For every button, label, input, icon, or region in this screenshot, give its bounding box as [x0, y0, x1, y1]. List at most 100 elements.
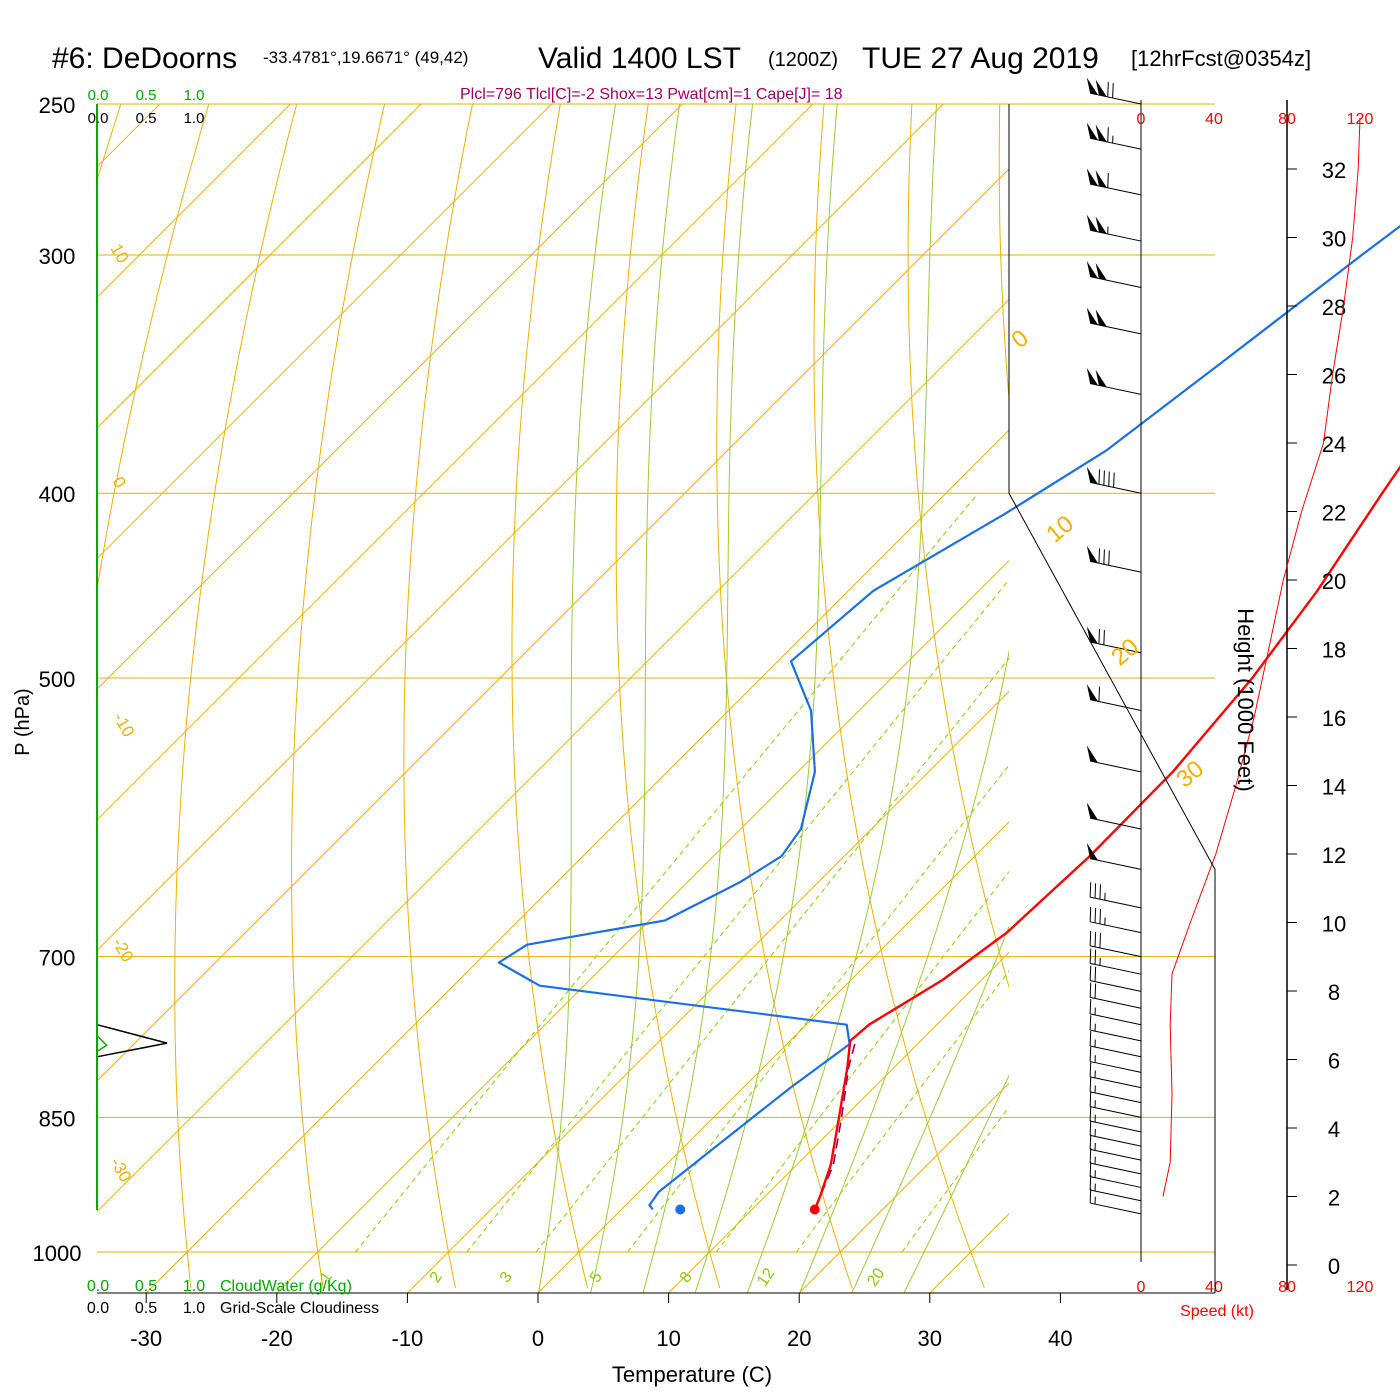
height-tick-label: 6: [1328, 1049, 1340, 1074]
thermo-grid: [97, 103, 1400, 1293]
barb-staff: [1090, 1061, 1142, 1073]
height-tick-label: 22: [1322, 501, 1346, 526]
barb-staff: [1090, 276, 1142, 288]
barb-staff: [1090, 1162, 1142, 1175]
height-tick-label: 24: [1322, 432, 1346, 457]
barb-staff: [1090, 1076, 1142, 1089]
dry-adiabat-line: [615, 104, 721, 1289]
forecast-label: [12hrFcst@0354z]: [1131, 46, 1311, 71]
wind-barb: [1086, 260, 1142, 288]
isotherm-line: [97, 104, 814, 821]
cloudiness-label: Grid-Scale Cloudiness: [220, 1300, 379, 1317]
pressure-tick-label: 700: [39, 946, 76, 971]
pressure-tick-label: 500: [39, 667, 76, 692]
valid-date: TUE 27 Aug 2019: [862, 42, 1099, 75]
wind-barb: [1086, 307, 1142, 335]
barb-flag: [1107, 172, 1109, 188]
dry-adiabat-line: [97, 104, 210, 593]
mixing-ratio-label: 5: [587, 1269, 606, 1286]
barb-staff: [1090, 1029, 1142, 1042]
barb-staff: [1090, 945, 1142, 958]
wind-barb: [1086, 77, 1142, 105]
cloudiness-scale-bottom: 1.0: [183, 1300, 205, 1317]
isotherm-label: -30: [107, 1155, 136, 1186]
barb-pennant: [1095, 170, 1107, 188]
wind-barb: [1089, 930, 1142, 958]
cloudiness-scale-bottom: 0.0: [87, 1300, 109, 1317]
moist-adiabat-line: [799, 649, 1009, 1293]
wind-speed-panel: 0246810121416182022242628303200404080801…: [1137, 100, 1373, 1296]
wind-barb: [1089, 1015, 1142, 1042]
barb-staff: [1090, 817, 1142, 830]
barb-staff: [1090, 760, 1142, 773]
mixing-ratio-line: [715, 870, 1009, 1253]
mixing-ratio-line: [627, 764, 1009, 1253]
dry-adiabat-line: [174, 104, 298, 1289]
station-title: #6: DeDoorns: [52, 42, 237, 75]
wind-barb: [1086, 367, 1142, 395]
barb-staff: [1090, 980, 1142, 992]
barb-staff: [1090, 699, 1142, 711]
barb-staff: [1090, 896, 1142, 909]
x-tick-label: 30: [918, 1326, 942, 1351]
isotherm-line: [537, 821, 1009, 1293]
barb-flag: [1098, 469, 1101, 485]
cloudiness-scale-bottom: 0.5: [135, 1300, 157, 1317]
wind-barb: [1089, 1188, 1142, 1215]
cloudwater-scale-top: 0.5: [136, 87, 157, 104]
parcel-line: [815, 1043, 856, 1206]
wind-barb: [1089, 906, 1142, 934]
height-tick-label: 4: [1328, 1117, 1340, 1142]
barb-flag: [1089, 1148, 1092, 1164]
height-tick-label: 30: [1322, 227, 1346, 252]
isotherm-line: [798, 1082, 1009, 1293]
barb-pennant: [1086, 307, 1098, 325]
barb-flag: [1089, 930, 1092, 946]
height-tick-label: 28: [1322, 295, 1346, 320]
barb-flag: [1089, 1062, 1092, 1077]
barb-pennant: [1086, 842, 1098, 861]
barb-flag: [1089, 1188, 1092, 1204]
barb-staff: [1090, 1045, 1142, 1058]
dry-adiabat-label: 30: [1171, 755, 1209, 793]
barb-flag: [1089, 1046, 1092, 1062]
height-axis-title: Height (1000 Feet): [1233, 608, 1258, 791]
wind-barb: [1089, 1148, 1142, 1175]
barb-pennant: [1086, 466, 1098, 485]
isotherm-line: [1322, 104, 1400, 1293]
mixing-ratio-line: [901, 1106, 1009, 1253]
isotherm-label: 10: [107, 241, 133, 267]
x-tick-label: 20: [787, 1326, 811, 1351]
mixing-ratio-label: 2: [427, 1269, 446, 1286]
y-axis-title: P (hPa): [12, 688, 34, 755]
barb-staff: [1090, 1189, 1142, 1202]
wind-barb: [1089, 982, 1142, 1009]
barb-flag: [1098, 686, 1101, 702]
barb-staff: [1090, 322, 1142, 335]
wind-barb: [1086, 842, 1142, 870]
wind-barb: [1086, 745, 1142, 773]
barb-flag: [1089, 1120, 1092, 1136]
wind-barbs: [1086, 77, 1142, 1262]
isotherm-line: [145, 429, 1009, 1293]
dry-adiabat-label: 0: [1006, 325, 1034, 354]
speed-axis-title: Speed (kt): [1180, 1303, 1254, 1320]
isotherm-line: [407, 690, 1009, 1293]
wind-barb: [1089, 1120, 1142, 1147]
height-tick-label: 32: [1322, 158, 1346, 183]
dry-adiabat-line: [1264, 104, 1400, 1288]
speed-tick-label-bottom: 40: [1205, 1279, 1223, 1296]
barb-flag: [1107, 82, 1109, 97]
valid-label: Valid 1400 LST: [538, 42, 741, 75]
barb-staff: [1090, 560, 1142, 573]
barb-flag: [1089, 1106, 1092, 1122]
barb-flag: [1112, 83, 1114, 98]
barb-pennant: [1086, 122, 1098, 140]
x-tick-label: 40: [1048, 1326, 1072, 1351]
isotherm-label: -20: [109, 935, 138, 966]
barb-pennant: [1086, 684, 1098, 702]
height-tick-label: 18: [1322, 638, 1346, 663]
wind-barb: [1089, 882, 1142, 909]
barb-pennant: [1095, 369, 1107, 388]
height-tick-label: 14: [1322, 775, 1346, 800]
